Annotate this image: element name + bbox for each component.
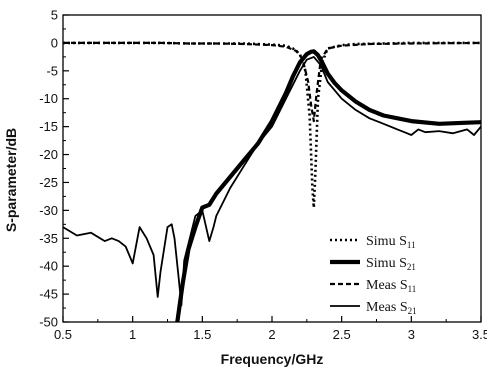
y-tick-label: -10 [39, 91, 58, 106]
y-tick-label: -40 [39, 259, 58, 274]
x-tick-label: 2 [268, 327, 275, 342]
y-tick-label: -45 [39, 287, 58, 302]
y-tick-label: -30 [39, 203, 58, 218]
series-line-1 [63, 41, 481, 209]
x-tick-label: 1.5 [193, 327, 211, 342]
x-tick-label: 1 [129, 327, 136, 342]
x-axis-title: Frequency/GHz [221, 351, 324, 367]
x-tick-label: 3.5 [472, 327, 487, 342]
y-tick-label: -25 [39, 175, 58, 190]
series-line-3 [63, 41, 481, 123]
plot-frame [62, 14, 482, 323]
y-tick-label: -20 [39, 147, 58, 162]
y-tick-label: -5 [46, 63, 58, 78]
series-line-4 [63, 56, 481, 307]
series-line-2 [175, 49, 481, 322]
legend-entry: Simu S21 [366, 256, 416, 272]
legend-entry: Simu S11 [366, 234, 416, 250]
y-tick-label: -35 [39, 231, 58, 246]
x-tick-label: 0.5 [54, 327, 72, 342]
y-tick-label: -15 [39, 119, 58, 134]
axes: 0.5 1 1.5 2 2.5 3 3.5 5 0 -5 -10 -15 -20 -25 -30 -35 -40… [39, 8, 487, 343]
x-tick-label: 2.5 [333, 327, 351, 342]
x-tick-label: 3 [408, 327, 415, 342]
y-tick-label: 5 [51, 8, 58, 23]
series-layer [63, 41, 481, 322]
legend-entry: Meas S11 [366, 278, 416, 294]
y-tick-label: 0 [51, 35, 58, 50]
y-axis-title: S-parameter/dB [3, 128, 19, 232]
legend: Simu S11 Simu S21 Meas S11 Meas S21 [330, 234, 417, 316]
legend-entry: Meas S21 [366, 300, 417, 316]
y-tick-label: -50 [39, 315, 58, 330]
